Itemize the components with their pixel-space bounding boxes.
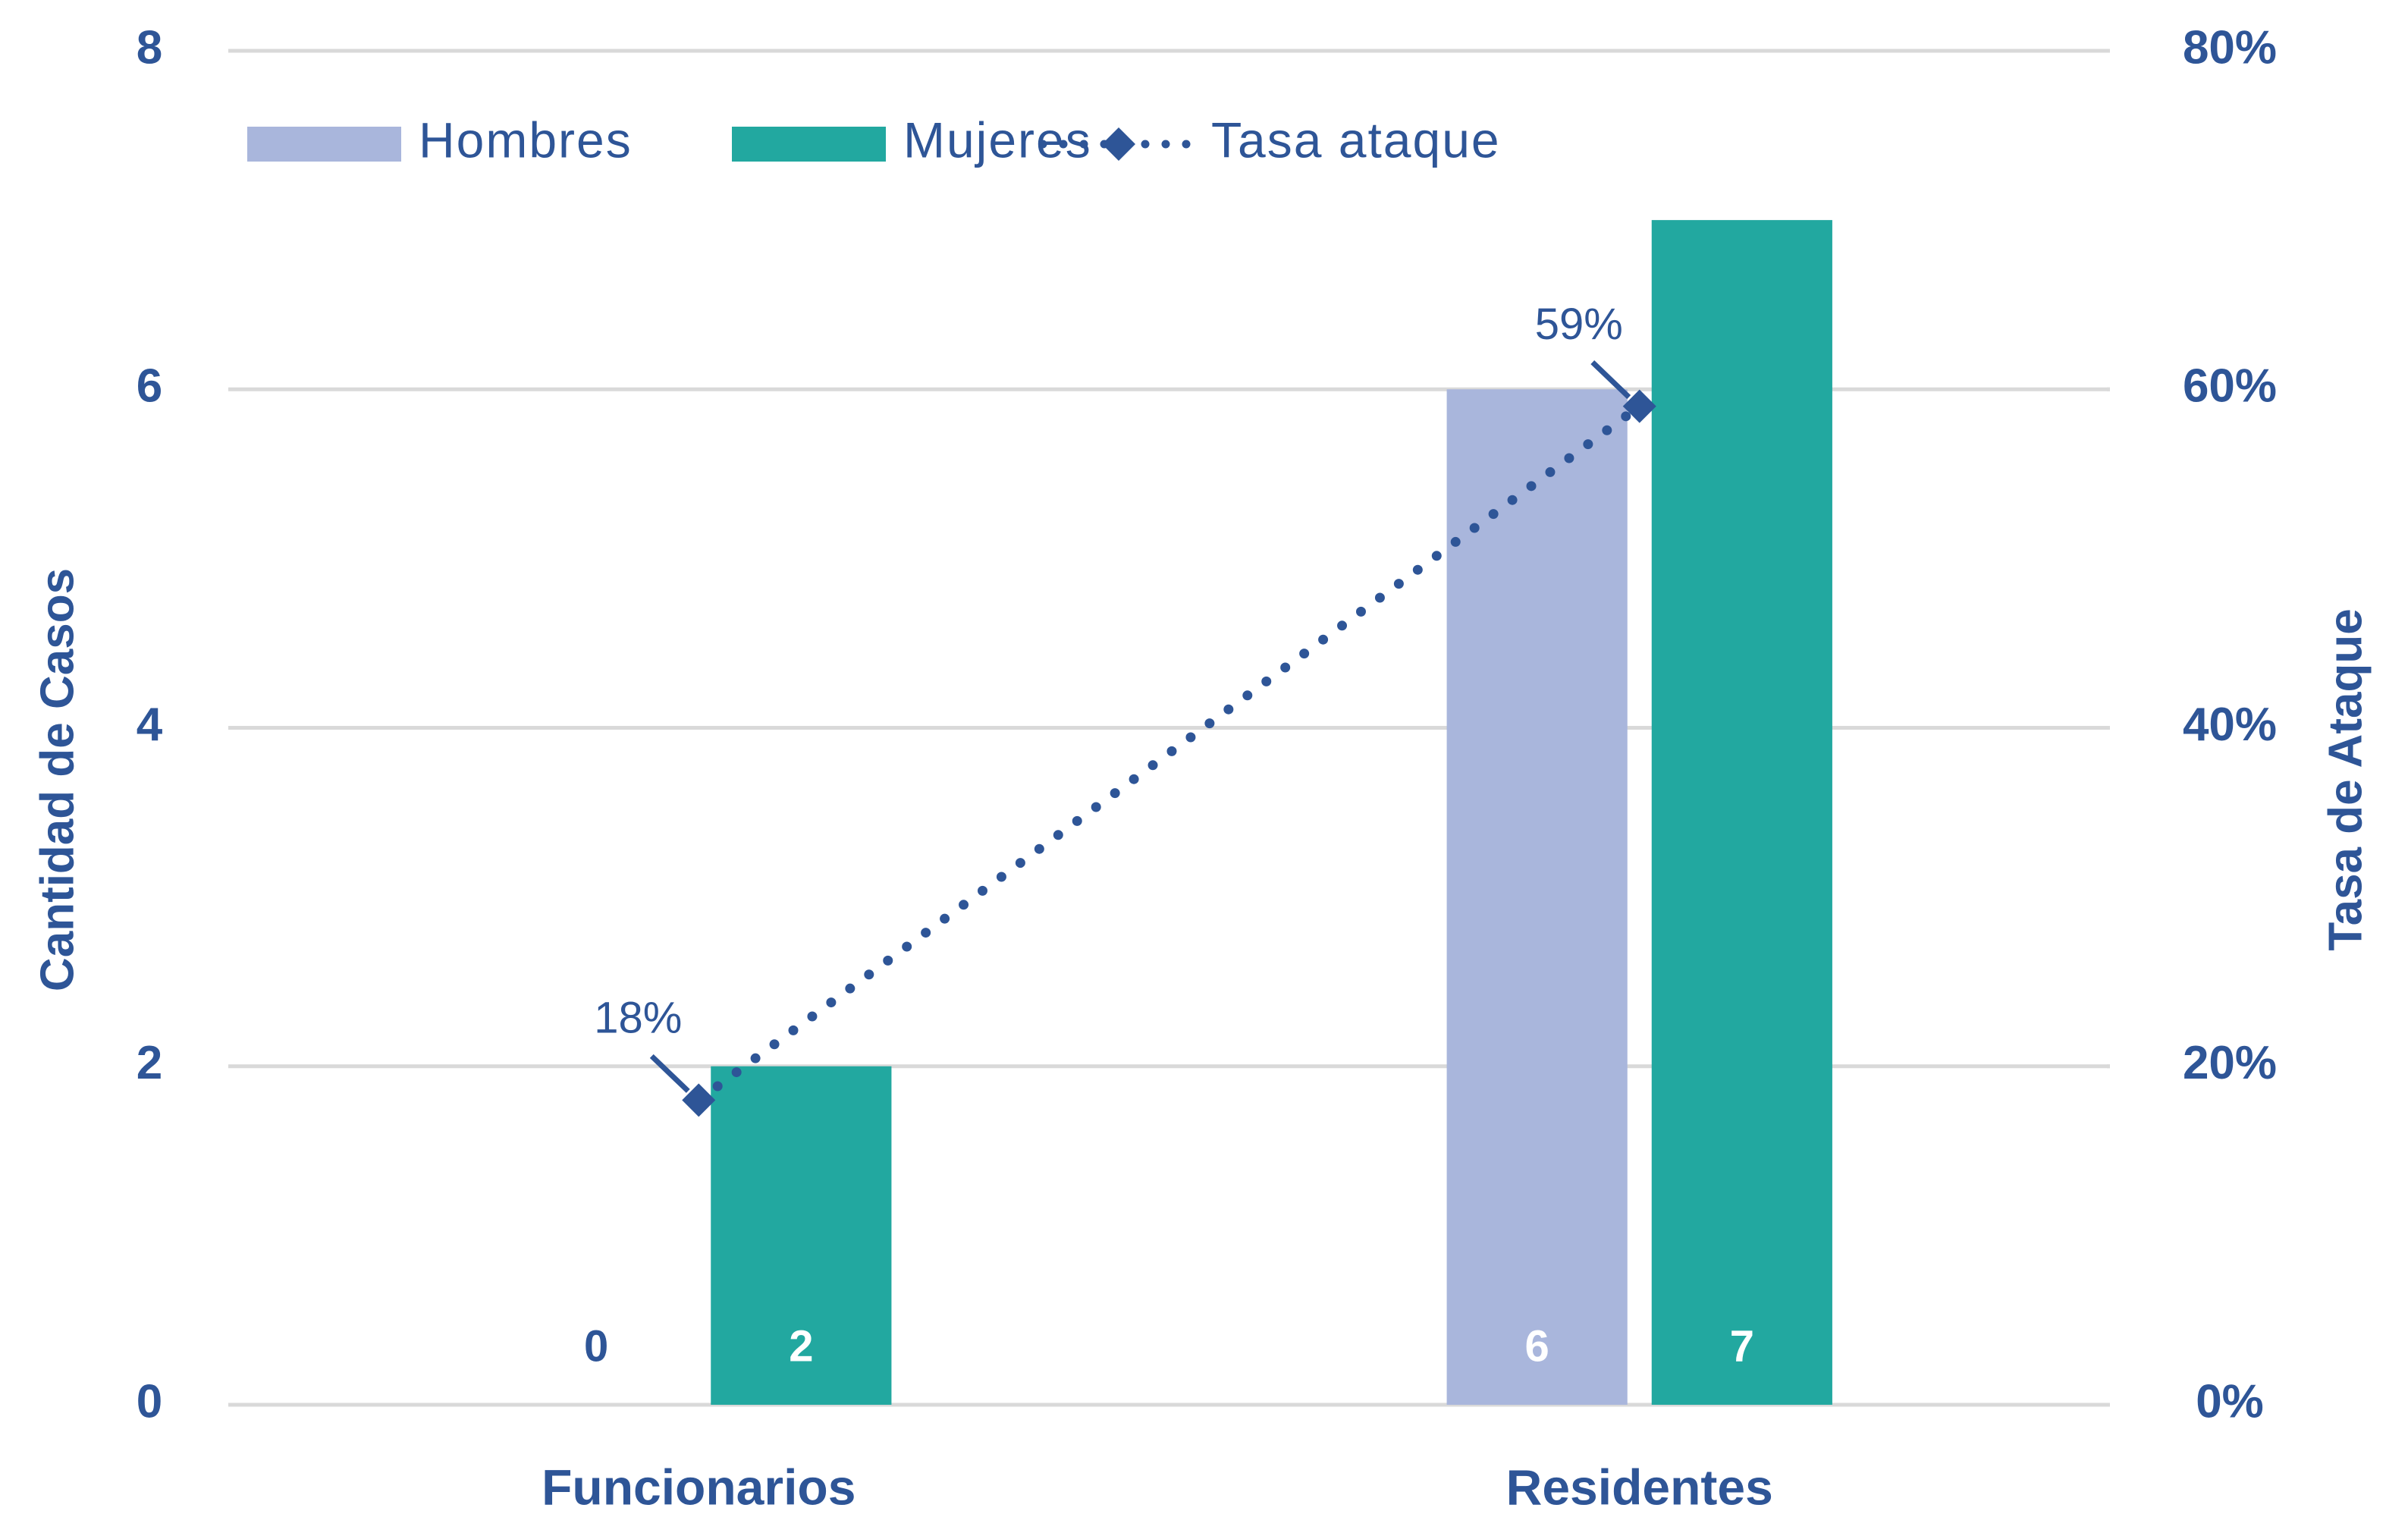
point-label: 18% <box>594 994 682 1043</box>
bar <box>1446 389 1628 1405</box>
line-marker <box>1622 389 1656 423</box>
legend-swatch <box>247 127 401 162</box>
data-label: 2 <box>789 1321 813 1371</box>
data-label: 7 <box>1730 1321 1754 1371</box>
data-label: 0 <box>584 1321 608 1371</box>
y-tick-label: 6 <box>137 360 162 413</box>
x-tick-label: Funcionarios <box>542 1459 856 1514</box>
y-tick-label: 4 <box>137 699 163 751</box>
y2-axis-title: Tasa de Ataque <box>2319 608 2372 950</box>
y-tick-label: 2 <box>137 1037 162 1089</box>
y2-tick-label: 80% <box>2183 21 2277 74</box>
data-label: 6 <box>1525 1321 1549 1371</box>
legend-marker <box>1102 127 1135 161</box>
y2-tick-label: 0% <box>2196 1375 2264 1428</box>
y2-tick-label: 20% <box>2183 1037 2277 1089</box>
bar <box>711 1066 892 1405</box>
legend-label: Mujeres <box>903 112 1092 168</box>
line-marker <box>682 1083 716 1117</box>
y2-tick-label: 60% <box>2183 360 2277 413</box>
x-tick-label: Residentes <box>1506 1459 1773 1514</box>
point-label: 59% <box>1535 300 1623 349</box>
y-tick-label: 0 <box>137 1375 162 1428</box>
label-leader <box>649 1054 690 1093</box>
label-leader <box>1590 360 1631 400</box>
legend-label: Tasa ataque <box>1211 112 1501 168</box>
legend-swatch <box>732 127 886 162</box>
y-tick-label: 8 <box>137 21 162 74</box>
y-axis-title: Cantidad de Casos <box>31 568 83 991</box>
bar <box>1651 220 1832 1405</box>
y2-tick-label: 40% <box>2183 699 2277 751</box>
legend-label: Hombres <box>419 112 633 168</box>
line <box>693 401 1645 1105</box>
